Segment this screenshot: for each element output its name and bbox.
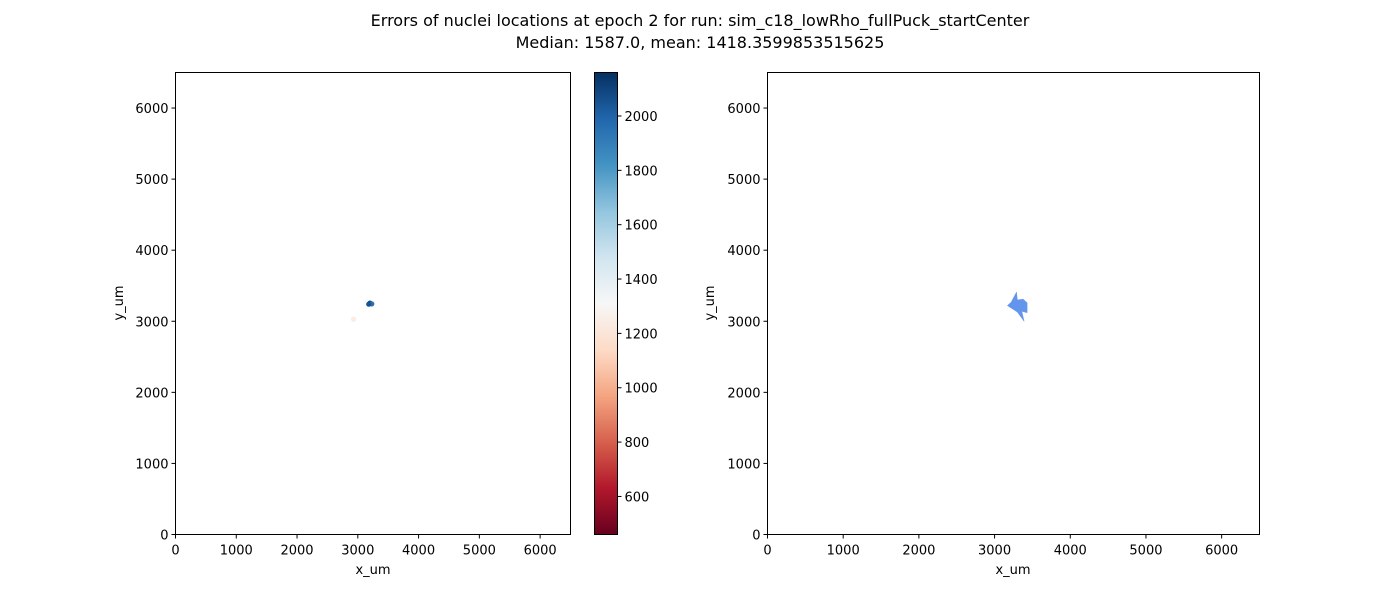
colorbar-gradient: [594, 72, 618, 535]
area-xtick-label: 3000: [978, 544, 1011, 559]
scatter-xlabel: x_um: [355, 563, 390, 578]
area-ytick-label: 3000: [727, 315, 760, 330]
area-xtick-label: 5000: [1129, 544, 1162, 559]
colorbar-tick-label: 1000: [625, 382, 658, 397]
colorbar-tick-label: 800: [625, 436, 650, 451]
area-xtick-label: 6000: [1205, 544, 1238, 559]
scatter-points: [350, 300, 375, 322]
scatter-xtick-label: 1000: [220, 544, 253, 559]
area-xtick-label: 2000: [902, 544, 935, 559]
colorbar-tick-label: 1800: [625, 164, 658, 179]
colorbar-tick-label: 1200: [625, 327, 658, 342]
area-xtick-label: 1000: [827, 544, 860, 559]
scatter-point: [350, 316, 357, 322]
colorbar: 600 800 1000 1200 1400 1600 1800 2000: [594, 72, 658, 535]
colorbar-tick-label: 1600: [625, 219, 658, 234]
colorbar-tick-label: 1400: [625, 273, 658, 288]
scatter-point: [366, 301, 372, 307]
area-ytick-label: 5000: [727, 173, 760, 188]
scatter-ytick-label: 3000: [135, 315, 168, 330]
scatter-xtick-label: 5000: [463, 544, 496, 559]
scatter-axes: 0 1000 2000 3000 4000 5000 6000 0 1000 2000 3000 40…: [135, 102, 556, 558]
area-frame: [767, 72, 1260, 535]
scatter-ytick-label: 1000: [135, 457, 168, 472]
scatter-xtick-label: 4000: [402, 544, 435, 559]
figure-title-line1: Errors of nuclei locations at epoch 2 fo…: [371, 11, 1030, 31]
scatter-ylabel: y_um: [112, 285, 127, 320]
scatter-ytick-label: 2000: [135, 386, 168, 401]
scatter-ytick-label: 0: [160, 529, 168, 544]
colorbar-tick-label: 2000: [625, 110, 658, 125]
scatter-frame: [175, 72, 571, 535]
scatter-ytick-label: 4000: [135, 244, 168, 259]
area-xtick-label: 4000: [1054, 544, 1087, 559]
scatter-xtick-label: 6000: [524, 544, 557, 559]
colorbar-ticks: 600 800 1000 1200 1400 1600 1800 2000: [617, 110, 658, 505]
area-ytick-label: 2000: [727, 386, 760, 401]
scatter-ytick-label: 5000: [135, 173, 168, 188]
colorbar-tick-label: 600: [625, 490, 650, 505]
area-ylabel: y_um: [703, 285, 718, 320]
scatter-xtick-label: 0: [171, 544, 179, 559]
area-ytick-label: 4000: [727, 244, 760, 259]
scatter-ytick-label: 6000: [135, 102, 168, 117]
area-ytick-label: 6000: [727, 102, 760, 117]
area-shapes: [1006, 291, 1028, 322]
scatter-panel: 0 1000 2000 3000 4000 5000 6000 0 1000 2000 3000 40…: [112, 72, 571, 578]
area-ytick-label: 0: [752, 529, 760, 544]
area-panel: 0 1000 2000 3000 4000 5000 6000 0 1000 2000 3000 40…: [703, 72, 1260, 578]
area-xlabel: x_um: [995, 563, 1030, 578]
area-xtick-label: 0: [763, 544, 771, 559]
scatter-xtick-label: 2000: [280, 544, 313, 559]
scatter-xtick-label: 3000: [341, 544, 374, 559]
area-ytick-label: 1000: [727, 457, 760, 472]
area-axes: 0 1000 2000 3000 4000 5000 6000 0 1000 2000 3000 40…: [727, 102, 1238, 558]
area-polygon: [1006, 291, 1028, 322]
figure-title-line2: Median: 1587.0, mean: 1418.3599853515625: [516, 33, 885, 52]
